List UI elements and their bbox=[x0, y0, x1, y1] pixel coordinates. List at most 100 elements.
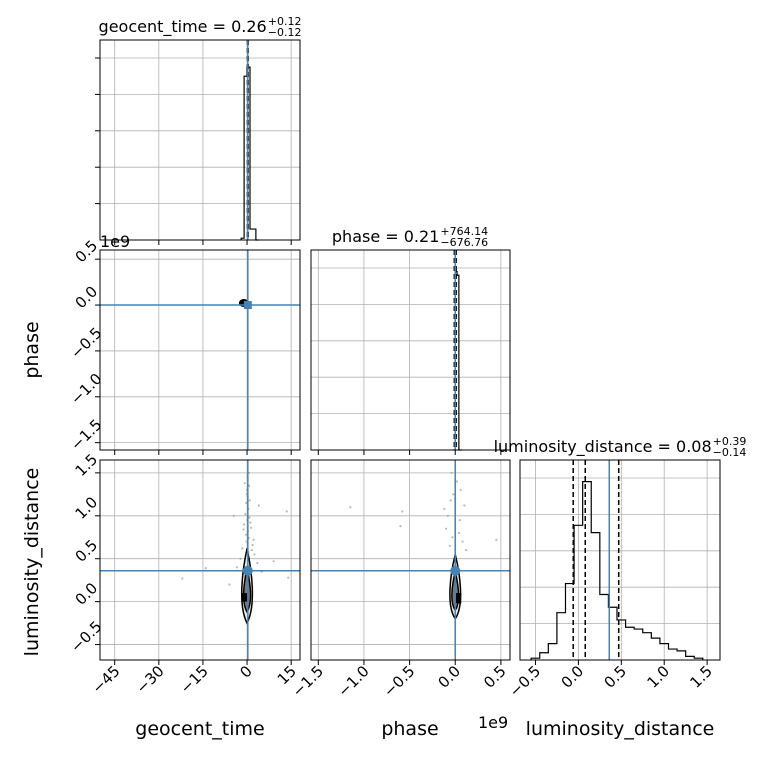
panel-title-sub: −0.12 bbox=[268, 26, 302, 39]
y-tick-label: 0.5 bbox=[72, 536, 102, 566]
scatter-point bbox=[450, 471, 453, 474]
scatter-point bbox=[244, 533, 247, 536]
y-axis-label: phase bbox=[21, 321, 43, 378]
scatter-point bbox=[251, 543, 254, 547]
scatter-point bbox=[455, 480, 459, 483]
scatter-point bbox=[457, 531, 460, 535]
truth-marker bbox=[243, 301, 252, 310]
panel-frame bbox=[310, 249, 511, 451]
scatter-point bbox=[461, 540, 464, 543]
histogram-step-luminosity_distance bbox=[530, 481, 704, 660]
panel-frame bbox=[99, 39, 301, 241]
x-tick-label: 0 bbox=[236, 662, 255, 681]
x-tick-label: 0.5 bbox=[601, 662, 631, 692]
scatter-point bbox=[248, 516, 251, 519]
y-tick-label: 1.0 bbox=[72, 493, 102, 523]
scatter-point bbox=[244, 512, 247, 516]
scatter-point bbox=[349, 506, 352, 509]
scatter-point bbox=[250, 549, 253, 552]
panel-frame bbox=[99, 459, 301, 661]
panel-title-sup: +0.39 bbox=[713, 435, 747, 448]
scatter-point bbox=[228, 583, 231, 586]
scatter-point bbox=[204, 567, 207, 570]
frames-layer bbox=[95, 39, 721, 665]
scatter-point bbox=[448, 544, 451, 547]
x-axis-label: luminosity_distance bbox=[526, 718, 715, 740]
panel-title-sup: +764.14 bbox=[440, 225, 488, 238]
x-axis-label: geocent_time bbox=[135, 718, 264, 740]
panel-title-sub: −676.76 bbox=[440, 236, 488, 249]
y-tick-label: 0.0 bbox=[72, 579, 102, 609]
scatter-point bbox=[463, 504, 466, 507]
x-axis-label: phase bbox=[381, 718, 438, 740]
panel-title-sup: +0.12 bbox=[268, 15, 302, 28]
scatter-point bbox=[245, 501, 248, 505]
x-tick-label: 1.5 bbox=[686, 662, 716, 692]
panel-title: luminosity_distance = 0.08 +0.39−0.14 bbox=[494, 435, 747, 459]
x-tick-label: −30 bbox=[133, 662, 168, 697]
scatter-point bbox=[245, 540, 248, 543]
scatter-point bbox=[287, 576, 290, 579]
scatter-point bbox=[242, 528, 245, 531]
panel-frame bbox=[310, 459, 511, 661]
scatter-point bbox=[241, 547, 244, 550]
density-core bbox=[455, 593, 462, 604]
scatter-point bbox=[256, 561, 259, 565]
scatter-point bbox=[253, 553, 256, 556]
y-tick-label: 1.5 bbox=[72, 450, 102, 480]
scatter-point bbox=[249, 521, 252, 524]
histogram-step-geocent_time bbox=[240, 66, 259, 241]
x-tick-label: 0.0 bbox=[434, 662, 464, 692]
scatter-point bbox=[232, 514, 235, 517]
scatter-point bbox=[451, 536, 454, 539]
panel-title: phase = 0.21 +764.14−676.76 bbox=[332, 225, 488, 249]
scatter-point bbox=[257, 504, 260, 507]
x-tick-label: −1.5 bbox=[289, 662, 327, 700]
density-core bbox=[242, 593, 249, 602]
scatter-point bbox=[458, 518, 461, 522]
scatter-point bbox=[239, 557, 242, 560]
x-tick-label: −0.5 bbox=[380, 662, 418, 700]
scatter-point bbox=[252, 538, 255, 541]
y-axis-label: luminosity_distance bbox=[21, 468, 43, 657]
panel-frame bbox=[519, 459, 721, 661]
x-tick-label: −45 bbox=[88, 662, 123, 697]
scatter-point bbox=[250, 526, 253, 529]
scatter-point bbox=[443, 507, 446, 511]
scatter-point bbox=[495, 538, 498, 541]
panel-title-label: phase = 0.21 bbox=[332, 227, 439, 246]
scatter-point bbox=[465, 549, 468, 552]
scatter-point bbox=[181, 577, 184, 580]
scatter-point bbox=[248, 499, 251, 502]
x-tick-label: −15 bbox=[177, 662, 212, 697]
panel-title-label: geocent_time = 0.26 bbox=[99, 17, 267, 37]
truth-marker bbox=[242, 565, 253, 576]
x-tick-label: −0.5 bbox=[506, 662, 544, 700]
y-tick-label: 0.0 bbox=[72, 282, 102, 312]
panel-title-sub: −0.14 bbox=[713, 446, 747, 459]
panel-frame bbox=[99, 249, 301, 451]
scatter-point bbox=[446, 514, 450, 517]
scatter-point bbox=[399, 524, 402, 528]
scatter-point bbox=[285, 510, 288, 513]
scatter-point bbox=[401, 510, 404, 513]
x-tick-label: −1.0 bbox=[334, 662, 372, 700]
offset-text: 1e9 bbox=[478, 713, 508, 732]
scatter-point bbox=[445, 527, 448, 530]
offset-text: 1e9 bbox=[100, 232, 130, 251]
scatter-point bbox=[243, 523, 246, 526]
scatter-point bbox=[235, 566, 239, 569]
grid-layer bbox=[100, 40, 720, 660]
truth-marker bbox=[450, 565, 461, 576]
scatter-point bbox=[272, 560, 275, 563]
scatter-point bbox=[452, 493, 455, 496]
panel-title: geocent_time = 0.26 +0.12−0.12 bbox=[99, 15, 302, 39]
x-tick-label: 1.0 bbox=[643, 662, 673, 692]
y-tick-label: 0.5 bbox=[72, 237, 102, 267]
marks-layer bbox=[100, 40, 704, 660]
panel-title-label: luminosity_distance = 0.08 bbox=[494, 437, 712, 457]
scatter-point bbox=[243, 482, 246, 485]
scatter-point bbox=[459, 488, 462, 492]
scatter-point bbox=[449, 499, 452, 502]
